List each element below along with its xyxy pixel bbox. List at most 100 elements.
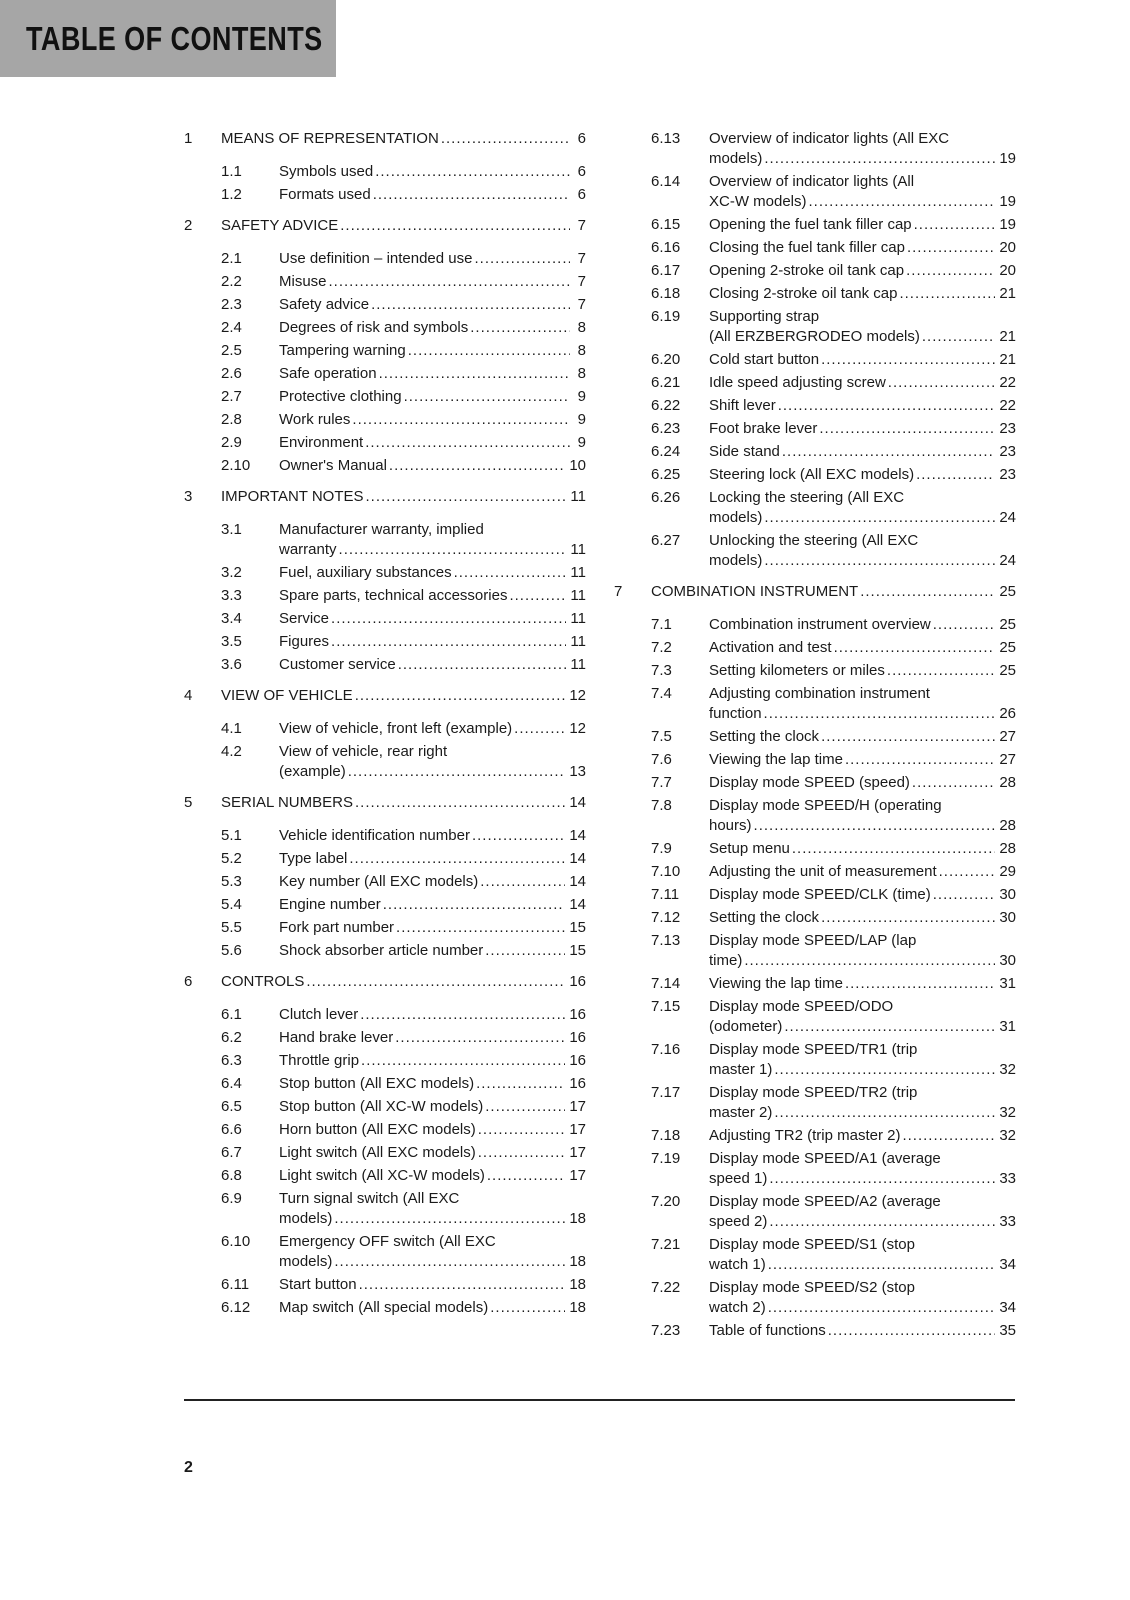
toc-entry[interactable]: 7.5 Setting the clock 27 (612, 727, 1016, 747)
toc-entry[interactable]: 6.10 Emergency OFF switch (All EXC models)… (182, 1232, 586, 1272)
toc-entry[interactable]: 2.7 Protective clothing 9 (182, 387, 586, 407)
toc-entry[interactable]: 7.23 Table of functions 35 (612, 1321, 1016, 1341)
toc-entry-body: Safe operation 8 (279, 364, 586, 384)
toc-entry[interactable]: 2.9 Environment 9 (182, 433, 586, 453)
toc-entry[interactable]: 7.15 Display mode SPEED/ODO (odometer) 31 (612, 997, 1016, 1037)
toc-entry-line: models) 18 (279, 1252, 586, 1272)
toc-entry[interactable]: 6.7 Light switch (All EXC models) 17 (182, 1143, 586, 1163)
toc-entry[interactable]: 5.4 Engine number 14 (182, 895, 586, 915)
toc-entry[interactable]: 3.4 Service 11 (182, 609, 586, 629)
toc-entry-body: Display mode SPEED/S1 (stop watch 1) 34 (709, 1235, 1016, 1275)
toc-entry[interactable]: 6.25 Steering lock (All EXC models) 23 (612, 465, 1016, 485)
toc-entry[interactable]: 6.23 Foot brake lever 23 (612, 419, 1016, 439)
toc-entry[interactable]: 2 SAFETY ADVICE 7 (182, 216, 586, 236)
toc-entry[interactable]: 6.18 Closing 2-stroke oil tank cap 21 (612, 284, 1016, 304)
toc-entry-number: 7.16 (651, 1041, 681, 1058)
toc-entry[interactable]: 6.11 Start button 18 (182, 1275, 586, 1295)
toc-entry[interactable]: 4.2 View of vehicle, rear right (example) 1… (182, 742, 586, 782)
toc-entry[interactable]: 6.16 Closing the fuel tank filler cap 20 (612, 238, 1016, 258)
toc-entry[interactable]: 4.1 View of vehicle, front left (example)… (182, 719, 586, 739)
toc-entry[interactable]: 6.19 Supporting strap (All ERZBERGRODEO mo… (612, 307, 1016, 347)
toc-entry-page: 11 (570, 488, 586, 505)
toc-entry[interactable]: 1.1 Symbols used 6 (182, 162, 586, 182)
dot-leader (352, 410, 570, 430)
toc-entry-title: Emergency OFF switch (All EXC (279, 1233, 496, 1250)
toc-entry[interactable]: 2.1 Use definition – intended use 7 (182, 249, 586, 269)
toc-entry[interactable]: 3 IMPORTANT NOTES 11 (182, 487, 586, 507)
toc-entry[interactable]: 7.7 Display mode SPEED (speed) 28 (612, 773, 1016, 793)
toc-entry[interactable]: 7.20 Display mode SPEED/A2 (average speed … (612, 1192, 1016, 1232)
toc-entry-body: Adjusting TR2 (trip master 2) 32 (709, 1126, 1016, 1146)
toc-entry[interactable]: 7.3 Setting kilometers or miles 25 (612, 661, 1016, 681)
toc-entry[interactable]: 1 MEANS OF REPRESENTATION 6 (182, 129, 586, 149)
toc-entry[interactable]: 2.6 Safe operation 8 (182, 364, 586, 384)
toc-entry[interactable]: 6.12 Map switch (All special models) 18 (182, 1298, 586, 1318)
toc-entry[interactable]: 7.14 Viewing the lap time 31 (612, 974, 1016, 994)
toc-entry[interactable]: 6.20 Cold start button 21 (612, 350, 1016, 370)
toc-entry[interactable]: 7.12 Setting the clock 30 (612, 908, 1016, 928)
toc-entry[interactable]: 7.11 Display mode SPEED/CLK (time) 30 (612, 885, 1016, 905)
toc-entry-page: 34 (999, 1256, 1016, 1273)
toc-entry[interactable]: 6 CONTROLS 16 (182, 972, 586, 992)
toc-entry[interactable]: 3.2 Fuel, auxiliary substances 11 (182, 563, 586, 583)
toc-entry[interactable]: 6.17 Opening 2-stroke oil tank cap 20 (612, 261, 1016, 281)
toc-entry[interactable]: 6.14 Overview of indicator lights (All XC-… (612, 172, 1016, 212)
toc-entry[interactable]: 7.19 Display mode SPEED/A1 (average speed … (612, 1149, 1016, 1189)
toc-entry[interactable]: 7.18 Adjusting TR2 (trip master 2) 32 (612, 1126, 1016, 1146)
toc-entry[interactable]: 7 COMBINATION INSTRUMENT 25 (612, 582, 1016, 602)
toc-entry[interactable]: 7.13 Display mode SPEED/LAP (lap time) 30 (612, 931, 1016, 971)
toc-entry[interactable]: 3.5 Figures 11 (182, 632, 586, 652)
toc-entry[interactable]: 6.13 Overview of indicator lights (All EX… (612, 129, 1016, 169)
toc-entry[interactable]: 6.8 Light switch (All XC-W models) 17 (182, 1166, 586, 1186)
toc-entry[interactable]: 6.24 Side stand 23 (612, 442, 1016, 462)
toc-entry[interactable]: 5.1 Vehicle identification number 14 (182, 826, 586, 846)
toc-entry-number: 2.3 (221, 296, 242, 313)
toc-entry[interactable]: 6.27 Unlocking the steering (All EXC model… (612, 531, 1016, 571)
toc-entry[interactable]: 7.22 Display mode SPEED/S2 (stop watch 2) 3… (612, 1278, 1016, 1318)
toc-entry[interactable]: 7.4 Adjusting combination instrument funct… (612, 684, 1016, 724)
toc-entry[interactable]: 2.10 Owner's Manual 10 (182, 456, 586, 476)
toc-entry[interactable]: 7.17 Display mode SPEED/TR2 (trip master 2… (612, 1083, 1016, 1123)
toc-entry[interactable]: 6.15 Opening the fuel tank filler cap 19 (612, 215, 1016, 235)
toc-entry-page: 33 (999, 1213, 1016, 1230)
toc-entry[interactable]: 7.10 Adjusting the unit of measurement 29 (612, 862, 1016, 882)
toc-entry[interactable]: 4 VIEW OF VEHICLE 12 (182, 686, 586, 706)
toc-entry[interactable]: 5.6 Shock absorber article number 15 (182, 941, 586, 961)
toc-entry[interactable]: 7.6 Viewing the lap time 27 (612, 750, 1016, 770)
toc-entry[interactable]: 6.21 Idle speed adjusting screw 22 (612, 373, 1016, 393)
toc-entry[interactable]: 5 SERIAL NUMBERS 14 (182, 793, 586, 813)
toc-entry[interactable]: 7.16 Display mode SPEED/TR1 (trip master 1… (612, 1040, 1016, 1080)
toc-entry[interactable]: 2.8 Work rules 9 (182, 410, 586, 430)
toc-entry[interactable]: 6.1 Clutch lever 16 (182, 1005, 586, 1025)
toc-entry-page: 11 (570, 587, 586, 604)
toc-entry-page: 23 (999, 420, 1016, 437)
toc-entry[interactable]: 7.9 Setup menu 28 (612, 839, 1016, 859)
toc-entry[interactable]: 1.2 Formats used 6 (182, 185, 586, 205)
toc-entry[interactable]: 7.21 Display mode SPEED/S1 (stop watch 1) 3… (612, 1235, 1016, 1275)
toc-entry[interactable]: 5.5 Fork part number 15 (182, 918, 586, 938)
toc-entry[interactable]: 5.2 Type label 14 (182, 849, 586, 869)
toc-entry-line: Type label 14 (279, 849, 586, 869)
toc-entry[interactable]: 2.3 Safety advice 7 (182, 295, 586, 315)
toc-entry[interactable]: 6.5 Stop button (All XC-W models) 17 (182, 1097, 586, 1117)
toc-entry[interactable]: 6.2 Hand brake lever 16 (182, 1028, 586, 1048)
toc-entry[interactable]: 6.9 Turn signal switch (All EXC models) 18 (182, 1189, 586, 1229)
toc-entry[interactable]: 3.3 Spare parts, technical accessories 11 (182, 586, 586, 606)
toc-entry[interactable]: 7.2 Activation and test 25 (612, 638, 1016, 658)
toc-entry[interactable]: 3.1 Manufacturer warranty, implied warrant… (182, 520, 586, 560)
toc-entry[interactable]: 6.3 Throttle grip 16 (182, 1051, 586, 1071)
toc-entry[interactable]: 7.1 Combination instrument overview 25 (612, 615, 1016, 635)
toc-entry-page: 30 (999, 952, 1016, 969)
dot-leader (408, 341, 570, 361)
toc-entry-title: Cold start button (709, 351, 820, 368)
toc-entry[interactable]: 2.2 Misuse 7 (182, 272, 586, 292)
toc-entry[interactable]: 6.6 Horn button (All EXC models) 17 (182, 1120, 586, 1140)
toc-entry[interactable]: 5.3 Key number (All EXC models) 14 (182, 872, 586, 892)
toc-entry[interactable]: 2.5 Tampering warning 8 (182, 341, 586, 361)
toc-entry[interactable]: 7.8 Display mode SPEED/H (operating hours)… (612, 796, 1016, 836)
toc-entry[interactable]: 6.22 Shift lever 22 (612, 396, 1016, 416)
toc-entry[interactable]: 2.4 Degrees of risk and symbols 8 (182, 318, 586, 338)
toc-entry[interactable]: 6.4 Stop button (All EXC models) 16 (182, 1074, 586, 1094)
toc-entry[interactable]: 3.6 Customer service 11 (182, 655, 586, 675)
toc-entry[interactable]: 6.26 Locking the steering (All EXC models)… (612, 488, 1016, 528)
